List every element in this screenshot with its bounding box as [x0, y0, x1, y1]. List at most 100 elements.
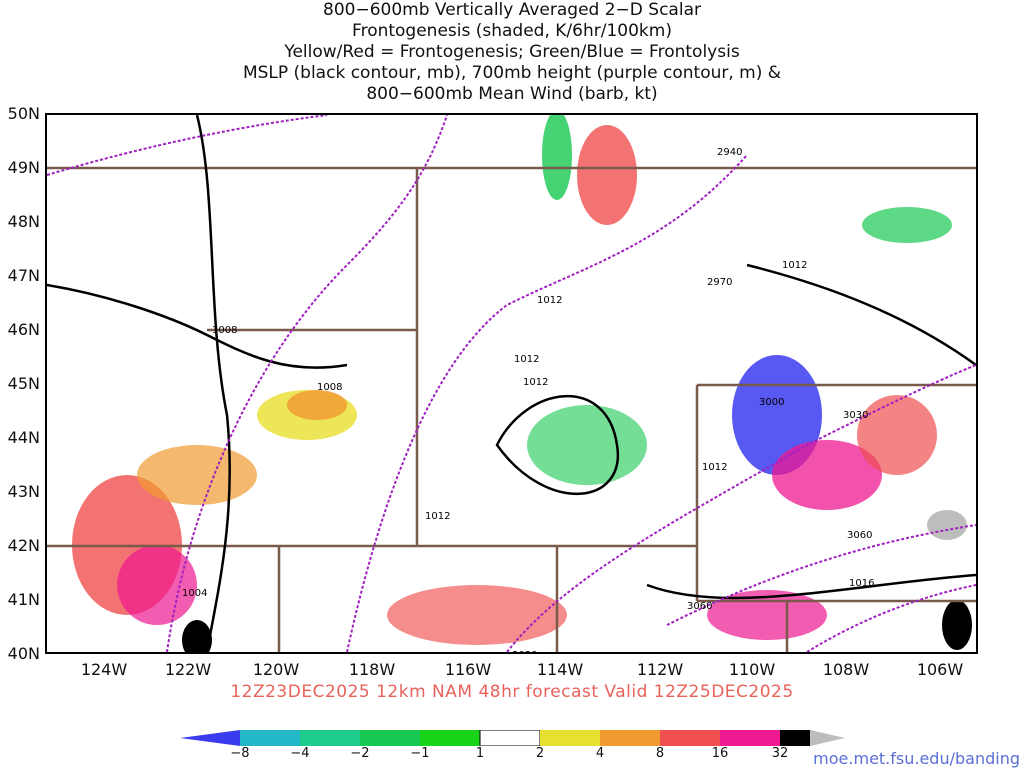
colorbar-segment: [180, 730, 240, 746]
lat-label-44n: 44N: [7, 428, 40, 447]
colorbar-segment: [540, 730, 600, 746]
mslp-label: 1008: [317, 382, 342, 393]
mslp-label: 1012: [702, 462, 727, 473]
mslp-contours: [47, 115, 976, 652]
colorbar-segment: [240, 730, 300, 746]
strong-frontogenesis: [927, 510, 967, 540]
lat-label-45n: 45N: [7, 374, 40, 393]
height-contour: [506, 364, 976, 652]
height-contour: [346, 154, 748, 652]
colorbar-segment: [600, 730, 660, 746]
lat-label-41n: 41N: [7, 590, 40, 609]
mslp-label: 1012: [514, 354, 539, 365]
lon-label-112w: 112W: [636, 660, 684, 679]
colorbar-label: −2: [350, 746, 370, 761]
frontolysis-area: [542, 115, 572, 200]
colorbar-segment: [479, 730, 541, 746]
height-label: 3060: [687, 601, 712, 612]
lat-label-49n: 49N: [7, 158, 40, 177]
colorbar-label: −8: [230, 746, 250, 761]
frontolysis-area: [527, 405, 647, 485]
colorbar-label: 1: [475, 746, 485, 761]
mslp-contour: [646, 573, 976, 600]
frontogenesis-area: [707, 590, 827, 640]
mslp-label: 1012: [523, 377, 548, 388]
map-svg: 1012 1012 1012 1012 1008 1008 1012 1012 …: [47, 115, 976, 652]
colorbar-label: 32: [771, 746, 789, 761]
height-contour: [47, 115, 328, 176]
lon-label-122w: 122W: [164, 660, 212, 679]
colorbar-segment: [360, 730, 420, 746]
mslp-label: 1012: [425, 511, 450, 522]
lon-label-106w: 106W: [916, 660, 964, 679]
colorbar-label: −1: [410, 746, 430, 761]
frontogenesis-core: [772, 440, 882, 510]
height-label: 3000: [759, 397, 784, 408]
mslp-label: 1012: [782, 260, 807, 271]
colorbar-label: 8: [655, 746, 665, 761]
frontogenesis-area: [287, 390, 347, 420]
colorbar-segment: [300, 730, 360, 746]
colorbar-label: 4: [595, 746, 605, 761]
forecast-valid-line: 12Z23DEC2025 12km NAM 48hr forecast Vali…: [230, 682, 794, 702]
lat-label-42n: 42N: [7, 536, 40, 555]
colorbar-segment: [780, 730, 810, 746]
frontogenesis-area: [857, 395, 937, 475]
lat-label-50n: 50N: [7, 104, 40, 123]
colorbar-segment: [660, 730, 720, 746]
colorbar-segment: [720, 730, 780, 746]
map-panel: 1012 1012 1012 1012 1008 1008 1012 1012 …: [45, 113, 978, 654]
height-label: 3060: [847, 530, 872, 541]
height-label: 2970: [707, 277, 732, 288]
title-line-3: Yellow/Red = Frontogenesis; Green/Blue =…: [284, 42, 740, 62]
height-labels: 2940 2970 3000 3030 3060 3060 3030: [512, 147, 872, 652]
chart-title: 800−600mb Vertically Averaged 2−D Scalar…: [0, 0, 1024, 105]
mslp-label: 1004: [182, 588, 207, 599]
mslp-labels: 1012 1012 1012 1012 1008 1008 1012 1012 …: [182, 260, 874, 599]
lat-label-46n: 46N: [7, 320, 40, 339]
mslp-contour: [195, 115, 231, 652]
height-contour: [666, 524, 976, 626]
strong-frontogenesis: [942, 600, 972, 650]
mslp-contour: [47, 283, 348, 369]
lon-label-108w: 108W: [822, 660, 870, 679]
height-label: 3030: [512, 650, 537, 652]
height-label: 2940: [717, 147, 742, 158]
frontogenesis-area: [577, 125, 637, 225]
title-line-2: Frontogenesis (shaded, K/6hr/100km): [352, 21, 672, 41]
colorbar-label: −4: [290, 746, 310, 761]
lat-label-40n: 40N: [7, 644, 40, 663]
source-credit: moe.met.fsu.edu/banding: [813, 749, 1020, 768]
lat-label-48n: 48N: [7, 212, 40, 231]
lon-label-116w: 116W: [444, 660, 492, 679]
colorbar-segment: [420, 730, 480, 746]
height-label: 3030: [843, 410, 868, 421]
frontolysis-area: [862, 207, 952, 243]
lon-label-120w: 120W: [252, 660, 300, 679]
mslp-label: 1008: [212, 325, 237, 336]
lon-label-124w: 124W: [80, 660, 128, 679]
state-borders: [47, 166, 976, 652]
mslp-label: 1012: [537, 295, 562, 306]
lat-label-43n: 43N: [7, 482, 40, 501]
colorbar-label: 16: [711, 746, 729, 761]
mslp-label: 1016: [849, 578, 874, 589]
frontogenesis-core: [117, 545, 197, 625]
frontogenesis-shading: [72, 115, 972, 652]
frontogenesis-area: [137, 445, 257, 505]
mslp-contour: [495, 394, 620, 495]
height-contours: [47, 115, 976, 652]
title-line-5: 800−600mb Mean Wind (barb, kt): [366, 84, 658, 104]
lon-label-110w: 110W: [728, 660, 776, 679]
lat-label-47n: 47N: [7, 266, 40, 285]
title-line-4: MSLP (black contour, mb), 700mb height (…: [242, 63, 782, 83]
frontogenesis-area: [387, 585, 567, 645]
title-line-1: 800−600mb Vertically Averaged 2−D Scalar: [323, 0, 701, 20]
colorbar-segment: [810, 730, 845, 746]
colorbar-label: 2: [535, 746, 545, 761]
height-contour: [166, 115, 448, 652]
lon-label-114w: 114W: [536, 660, 584, 679]
mslp-contour: [746, 263, 976, 367]
strong-frontogenesis: [182, 620, 212, 652]
colorbar: [180, 730, 845, 746]
